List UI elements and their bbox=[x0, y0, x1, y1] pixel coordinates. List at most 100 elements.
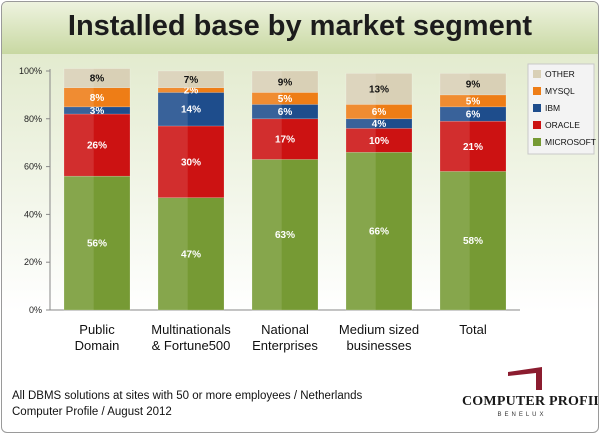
bar-segment-ibm bbox=[157, 92, 225, 127]
legend-label-ibm: IBM bbox=[545, 103, 560, 113]
bar-gloss bbox=[64, 114, 94, 177]
x-category-label: Domain bbox=[75, 338, 120, 353]
legend-label-oracle: ORACLE bbox=[545, 120, 580, 130]
logo-subtitle: BENELUX bbox=[497, 412, 547, 418]
y-tick-label: 40% bbox=[24, 209, 42, 219]
y-tick-label: 100% bbox=[19, 66, 42, 76]
bar-segment-other bbox=[157, 70, 225, 88]
data-label: 8% bbox=[90, 74, 105, 85]
data-label: 58% bbox=[463, 236, 483, 247]
bar-segment-microsoft bbox=[63, 175, 131, 311]
legend-swatch-oracle bbox=[533, 121, 541, 129]
bar-segment-oracle bbox=[63, 113, 131, 177]
x-category-label: National bbox=[261, 322, 309, 337]
data-label: 4% bbox=[372, 119, 387, 130]
bar-segment-oracle bbox=[157, 125, 225, 198]
data-label: 9% bbox=[278, 77, 293, 88]
data-label: 13% bbox=[369, 84, 389, 95]
data-label: 17% bbox=[275, 135, 295, 146]
logo-name: COMPUTER PROFILE bbox=[462, 394, 599, 409]
title-band: Installed base by market segment bbox=[2, 2, 598, 54]
bar-gloss bbox=[252, 92, 282, 105]
bar-gloss bbox=[440, 94, 470, 107]
stacked-bar-chart: 0% 20% 40% 60% 80% 100% 56% 26% 3% 8% 8% PublicDoma… bbox=[19, 63, 596, 353]
bar-segment-microsoft bbox=[439, 171, 507, 311]
data-label: 26% bbox=[87, 141, 107, 152]
x-category-label: & Fortune500 bbox=[152, 338, 231, 353]
bar-gloss bbox=[158, 71, 188, 88]
data-label: 5% bbox=[466, 96, 481, 107]
legend-label-mysql: MYSQL bbox=[545, 86, 575, 96]
bar-gloss bbox=[346, 152, 376, 310]
bar-gloss bbox=[440, 106, 470, 122]
data-label: 7% bbox=[184, 75, 199, 86]
legend-swatch-mysql bbox=[533, 87, 541, 95]
bar-segment-other bbox=[345, 73, 413, 105]
data-label: 2% bbox=[184, 86, 199, 97]
y-tick-label: 20% bbox=[24, 257, 42, 267]
data-label: 6% bbox=[278, 107, 293, 118]
data-label: 9% bbox=[466, 80, 481, 91]
bar-gloss bbox=[252, 118, 282, 160]
x-category-label: businesses bbox=[346, 338, 412, 353]
data-label: 6% bbox=[372, 107, 387, 118]
x-category-label: Total bbox=[459, 322, 487, 337]
bar-segment-mysql bbox=[157, 87, 225, 93]
bar-gloss bbox=[64, 87, 94, 107]
x-category-label: Multinationals bbox=[151, 322, 231, 337]
bar-segment-microsoft bbox=[251, 159, 319, 311]
y-tick-label: 0% bbox=[29, 305, 42, 315]
bar-gloss bbox=[64, 176, 94, 310]
bar-segment-other bbox=[439, 73, 507, 96]
data-label: 66% bbox=[369, 227, 389, 238]
x-category-label: Public bbox=[79, 322, 115, 337]
data-label: 8% bbox=[90, 93, 105, 104]
bar-gloss bbox=[252, 104, 282, 119]
computer-profile-logo: COMPUTER PROFILE BENELUX bbox=[462, 364, 599, 428]
bar-gloss bbox=[158, 125, 188, 198]
bar-gloss bbox=[440, 121, 470, 172]
footer-credit: Computer Profile / August 2012 bbox=[12, 406, 172, 418]
y-tick-label: 60% bbox=[24, 162, 42, 172]
data-label: 10% bbox=[369, 136, 389, 147]
legend-swatch-ibm bbox=[533, 104, 541, 112]
bar-gloss bbox=[346, 73, 376, 105]
data-label: 21% bbox=[463, 142, 483, 153]
legend-label-other: OTHER bbox=[545, 69, 575, 79]
legend-label-microsoft: MICROSOFT bbox=[545, 137, 596, 147]
bar-gloss bbox=[64, 106, 94, 115]
data-label: 14% bbox=[181, 105, 201, 116]
bar-gloss bbox=[252, 71, 282, 93]
logo-mark-icon bbox=[508, 367, 542, 390]
bar-gloss bbox=[64, 68, 94, 88]
bar-gloss bbox=[158, 87, 188, 93]
bar-gloss bbox=[346, 128, 376, 153]
bar-segment-oracle bbox=[439, 120, 507, 172]
data-label: 3% bbox=[90, 106, 105, 117]
bar-gloss bbox=[252, 159, 282, 310]
data-label: 5% bbox=[278, 94, 293, 105]
bar-gloss bbox=[158, 197, 188, 310]
bar-gloss bbox=[440, 73, 470, 95]
data-label: 47% bbox=[181, 249, 201, 260]
chart-title: Installed base by market segment bbox=[67, 10, 533, 42]
legend-swatch-microsoft bbox=[533, 138, 541, 146]
x-category-label: Medium sized bbox=[339, 322, 419, 337]
bar-segment-other bbox=[63, 68, 131, 88]
data-label: 6% bbox=[466, 110, 481, 121]
bar-segment-oracle bbox=[251, 118, 319, 160]
data-label: 63% bbox=[275, 230, 295, 241]
bar-gloss bbox=[346, 118, 376, 129]
legend-swatch-other bbox=[533, 70, 541, 78]
y-tick-label: 80% bbox=[24, 114, 42, 124]
data-label: 56% bbox=[87, 239, 107, 250]
bar-gloss bbox=[440, 171, 470, 310]
x-category-label: Enterprises bbox=[252, 338, 318, 353]
bar-segment-other bbox=[251, 70, 319, 93]
bar-gloss bbox=[346, 104, 376, 119]
footer-source-note: All DBMS solutions at sites with 50 or m… bbox=[12, 390, 363, 402]
bar-gloss bbox=[158, 92, 188, 126]
data-label: 30% bbox=[181, 157, 201, 168]
bar-segment-microsoft bbox=[345, 152, 413, 311]
